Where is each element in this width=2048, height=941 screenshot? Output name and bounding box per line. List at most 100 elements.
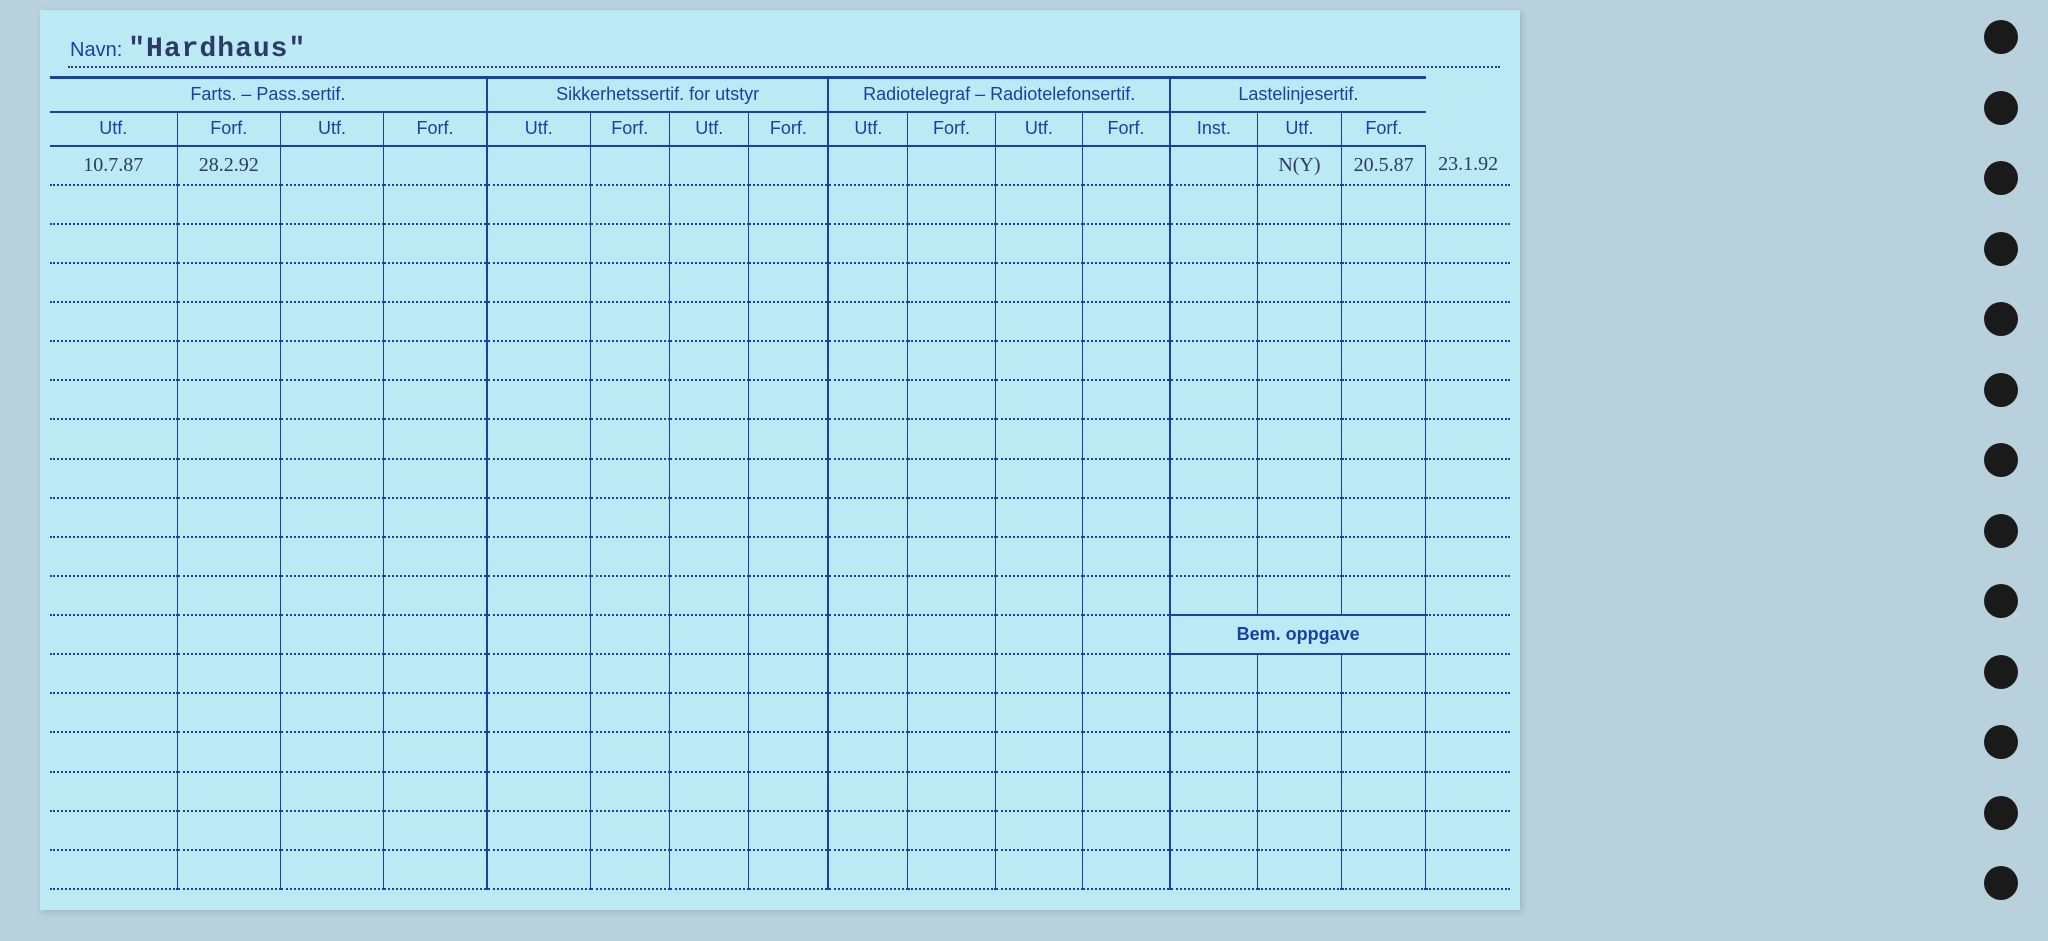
cell (1170, 302, 1257, 341)
cell (177, 850, 280, 889)
cell (749, 811, 828, 850)
cell (749, 615, 828, 654)
cell (1083, 302, 1170, 341)
cell (1426, 537, 1510, 576)
cell (670, 224, 749, 263)
cell (280, 654, 383, 693)
cell (590, 302, 669, 341)
cell (487, 302, 590, 341)
table-row (50, 498, 1510, 537)
cell (384, 185, 487, 224)
cell (50, 419, 177, 458)
cell (670, 419, 749, 458)
cell (828, 146, 907, 185)
cell (384, 732, 487, 771)
cell (1257, 302, 1341, 341)
cell (1170, 224, 1257, 263)
cell (1426, 772, 1510, 811)
cell (749, 185, 828, 224)
cell (50, 693, 177, 732)
cell (1426, 615, 1510, 654)
cell (1257, 850, 1341, 889)
cell: N(Y) (1257, 146, 1341, 185)
name-underline (68, 66, 1500, 68)
cell (908, 576, 995, 615)
cell (280, 498, 383, 537)
cell (280, 459, 383, 498)
cell (908, 693, 995, 732)
cell (1257, 459, 1341, 498)
cell (487, 693, 590, 732)
cell (50, 498, 177, 537)
column-header: Forf. (908, 112, 995, 146)
cell (1257, 498, 1341, 537)
cell (995, 498, 1082, 537)
certificates-table-wrap: Farts. – Pass.sertif.Sikkerhetssertif. f… (50, 76, 1510, 890)
cell (177, 772, 280, 811)
cell (749, 419, 828, 458)
cell (828, 224, 907, 263)
cell (908, 419, 995, 458)
cell (749, 341, 828, 380)
cell (1083, 341, 1170, 380)
punch-hole (1984, 796, 2018, 830)
punch-hole (1984, 725, 2018, 759)
cell (384, 498, 487, 537)
cell (280, 732, 383, 771)
cell (280, 224, 383, 263)
cell (50, 615, 177, 654)
column-header: Inst. (1170, 112, 1257, 146)
cell (1083, 654, 1170, 693)
cell (749, 850, 828, 889)
cell (1170, 576, 1257, 615)
cell (487, 185, 590, 224)
name-label: Navn: (70, 39, 122, 62)
cell (1170, 693, 1257, 732)
cell (828, 419, 907, 458)
cell (749, 576, 828, 615)
cell (487, 772, 590, 811)
cell (1257, 811, 1341, 850)
cell (995, 732, 1082, 771)
table-row (50, 459, 1510, 498)
cell (177, 341, 280, 380)
cell (670, 185, 749, 224)
cell (749, 224, 828, 263)
cell (1342, 732, 1426, 771)
cell (828, 654, 907, 693)
cell (670, 380, 749, 419)
cell (1342, 185, 1426, 224)
cell (590, 341, 669, 380)
cell (828, 498, 907, 537)
cell (177, 576, 280, 615)
cell (590, 811, 669, 850)
cell (749, 537, 828, 576)
cell (384, 263, 487, 302)
cell (1083, 732, 1170, 771)
cell (1342, 419, 1426, 458)
cell (908, 380, 995, 419)
cell (384, 537, 487, 576)
cell (280, 263, 383, 302)
table-row (50, 263, 1510, 302)
cell (50, 302, 177, 341)
cell (1083, 459, 1170, 498)
cell (50, 459, 177, 498)
cell (828, 693, 907, 732)
cell (995, 537, 1082, 576)
cell (908, 811, 995, 850)
punch-hole (1984, 443, 2018, 477)
table-row (50, 732, 1510, 771)
table-row (50, 341, 1510, 380)
cell (384, 459, 487, 498)
cell (995, 850, 1082, 889)
cell (1083, 615, 1170, 654)
cell (177, 537, 280, 576)
table-row (50, 576, 1510, 615)
cell (670, 850, 749, 889)
column-header: Forf. (177, 112, 280, 146)
group-header: Lastelinjesertif. (1170, 78, 1426, 112)
cell (1083, 146, 1170, 185)
certificates-table: Farts. – Pass.sertif.Sikkerhetssertif. f… (50, 76, 1510, 890)
cell (828, 615, 907, 654)
